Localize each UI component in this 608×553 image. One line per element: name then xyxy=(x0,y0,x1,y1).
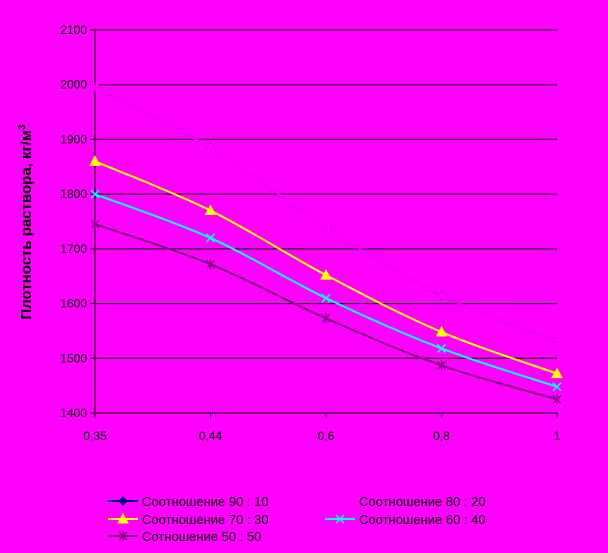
marker-shape xyxy=(336,497,344,505)
plot-area xyxy=(95,30,557,413)
data-point xyxy=(435,325,448,337)
marker-shape xyxy=(436,343,447,353)
marker-shape xyxy=(437,291,446,300)
marker-shape xyxy=(552,382,562,392)
data-point xyxy=(552,382,562,392)
legend-label: Соотношение 90 : 10 xyxy=(142,494,269,509)
y-axis-label-text: Плотность раствора, кг/м xyxy=(18,130,35,320)
legend-item: Соотношение 70 : 30 xyxy=(108,512,269,527)
x-tick-label: 0,44 xyxy=(199,429,223,443)
y-axis-label-superscript: 3 xyxy=(17,124,28,130)
y-tick-label: 1500 xyxy=(60,351,87,365)
data-point xyxy=(91,83,99,92)
data-point xyxy=(436,343,447,353)
marker-shape xyxy=(205,233,216,243)
legend-marker xyxy=(336,497,344,505)
legend-item: Сотношение 50 : 50 xyxy=(108,529,261,544)
data-point xyxy=(322,222,330,231)
data-point xyxy=(89,155,101,166)
series-5 xyxy=(90,219,562,405)
legend-marker xyxy=(118,531,128,541)
y-tick-label: 1800 xyxy=(60,187,87,201)
legend-label: Соотношение 80 : 20 xyxy=(359,494,486,509)
data-point xyxy=(204,204,217,216)
marker-shape xyxy=(89,155,101,166)
marker-shape xyxy=(335,514,345,524)
marker-shape xyxy=(552,394,562,405)
marker-shape xyxy=(435,325,448,337)
data-point xyxy=(437,360,446,371)
data-point xyxy=(206,259,215,270)
legend: Соотношение 90 : 10 Соотношение 80 : 20 Со… xyxy=(108,494,486,544)
data-point xyxy=(321,293,331,303)
x-tick-label: 0,8 xyxy=(433,429,450,443)
legend-item: Соотношение 60 : 40 xyxy=(325,512,486,527)
series-3 xyxy=(89,155,563,379)
y-tick-labels: 1400 1500 1600 1700 1800 1900 2000 2100 xyxy=(60,23,87,420)
series-group xyxy=(89,82,563,405)
marker-shape xyxy=(90,189,100,199)
data-point xyxy=(553,337,561,346)
legend-marker xyxy=(335,514,345,524)
y-tick-label: 1900 xyxy=(60,132,87,146)
y-tick-label: 1700 xyxy=(60,242,87,256)
x-tick-labels: 0,35 0,44 0,6 0,8 1 xyxy=(83,429,560,443)
y-tick-label: 2000 xyxy=(60,78,87,92)
y-tick-label: 1600 xyxy=(60,297,87,311)
legend-marker xyxy=(118,496,128,506)
marker-shape xyxy=(91,83,99,92)
x-tick-label: 0,6 xyxy=(318,429,335,443)
marker-shape xyxy=(206,143,215,152)
marker-shape xyxy=(553,337,561,346)
legend-label: Соотношение 70 : 30 xyxy=(142,512,269,527)
legend-label: Соотношение 60 : 40 xyxy=(359,512,486,527)
x-tick-label: 0,35 xyxy=(83,429,107,443)
data-point xyxy=(552,394,562,405)
legend-label: Сотношение 50 : 50 xyxy=(142,529,261,544)
marker-shape xyxy=(320,269,332,280)
data-point xyxy=(205,233,216,243)
marker-shape xyxy=(204,204,217,216)
y-tick-label: 1400 xyxy=(60,406,87,420)
marker-shape xyxy=(117,512,129,524)
data-point xyxy=(437,291,446,300)
legend-item: Соотношение 90 : 10 xyxy=(108,494,269,509)
marker-shape xyxy=(321,313,331,324)
data-point xyxy=(90,189,100,199)
y-axis-label: Плотность раствора, кг/м3 xyxy=(17,124,35,320)
data-point xyxy=(206,143,215,152)
marker-shape xyxy=(322,222,330,231)
x-tick-label: 1 xyxy=(554,429,561,443)
marker-shape xyxy=(321,293,331,303)
data-point xyxy=(321,313,331,324)
data-point xyxy=(90,219,100,230)
data-point xyxy=(320,269,332,280)
series-2 xyxy=(91,83,561,346)
marker-shape xyxy=(90,219,100,230)
legend-marker xyxy=(117,512,129,524)
legend-item: Соотношение 80 : 20 xyxy=(325,494,486,509)
data-point xyxy=(551,367,563,379)
series-4 xyxy=(90,189,562,392)
marker-shape xyxy=(437,360,446,371)
y-tick-label: 2100 xyxy=(60,23,87,37)
marker-shape xyxy=(118,496,128,506)
marker-shape xyxy=(118,531,128,541)
marker-shape xyxy=(551,367,563,379)
marker-shape xyxy=(206,259,215,270)
